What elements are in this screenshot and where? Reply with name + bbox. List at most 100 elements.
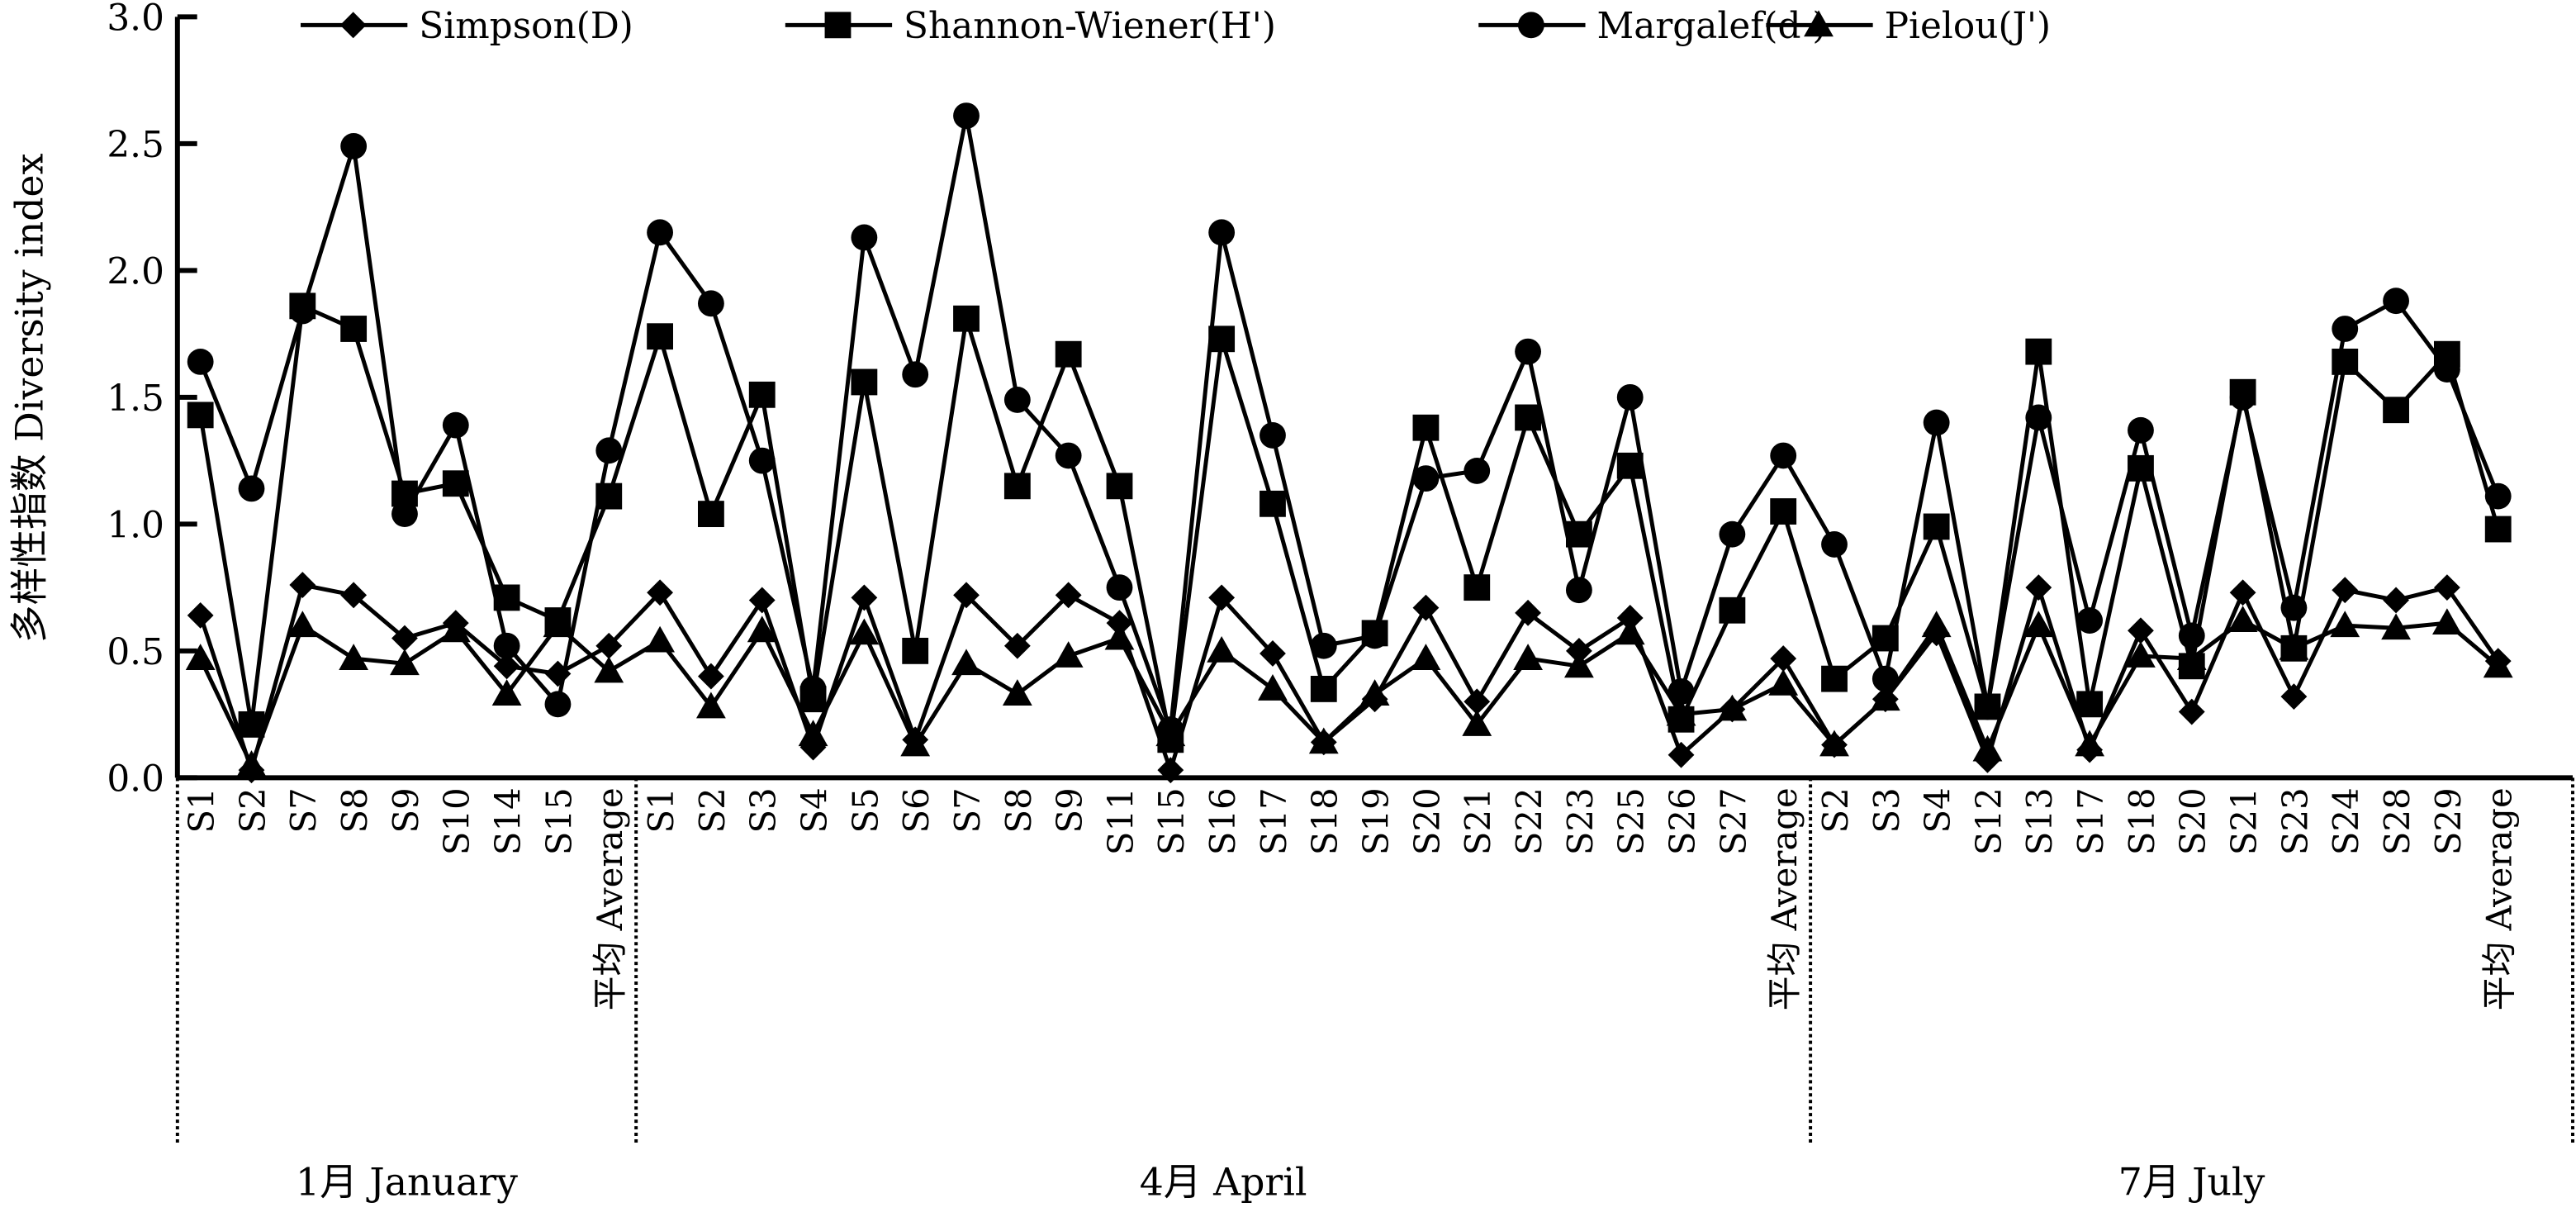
circle-marker xyxy=(2433,356,2460,383)
x-tick-label: S26 xyxy=(1662,787,1702,855)
square-marker xyxy=(1464,574,1491,601)
diamond-marker xyxy=(1770,645,1797,672)
square-marker xyxy=(1412,414,1440,441)
diamond-marker xyxy=(697,663,724,690)
triangle-marker xyxy=(1104,623,1135,650)
square-marker xyxy=(1821,665,1848,692)
x-tick-label: S8 xyxy=(334,787,375,833)
triangle-marker xyxy=(645,625,675,653)
circle-marker xyxy=(902,361,929,388)
triangle-marker xyxy=(2381,613,2411,640)
x-tick-label: S27 xyxy=(1713,787,1753,855)
circle-marker xyxy=(493,632,520,659)
triangle-marker xyxy=(1615,618,1645,645)
series-circle xyxy=(187,102,2512,743)
circle-marker xyxy=(1770,442,1797,469)
y-axis-label: 多样性指数 Diversity index xyxy=(8,153,52,643)
diamond-marker xyxy=(289,572,316,598)
x-tick-label: S2 xyxy=(692,787,733,833)
series-layer xyxy=(185,102,2513,784)
diamond-marker xyxy=(1412,594,1440,621)
triangle-marker xyxy=(1921,611,1952,638)
series-triangle xyxy=(185,606,2513,777)
triangle-marker xyxy=(1972,734,2003,762)
legend-label: Pielou(J') xyxy=(1885,5,2052,47)
circle-marker xyxy=(1361,622,1388,649)
x-tick-label: S7 xyxy=(947,787,988,833)
diamond-marker xyxy=(1106,610,1133,637)
square-marker xyxy=(1310,676,1337,702)
triangle-marker xyxy=(951,649,981,676)
circle-marker xyxy=(953,102,980,130)
y-tick-label: 2.0 xyxy=(107,250,164,292)
circle-marker xyxy=(1412,465,1440,492)
diamond-marker xyxy=(2025,574,2052,601)
circle-marker xyxy=(647,219,673,246)
diamond-marker xyxy=(2383,587,2409,614)
x-tick-label: S10 xyxy=(437,787,477,855)
diamond-marker xyxy=(187,601,214,629)
square-marker xyxy=(851,368,878,396)
circle-marker xyxy=(2484,482,2512,510)
circle-marker xyxy=(1055,442,1082,469)
circle-marker xyxy=(2280,594,2308,621)
x-tick-label: S20 xyxy=(2173,787,2213,855)
series-line xyxy=(198,618,2500,771)
triangle-marker xyxy=(1155,720,1186,747)
circle-marker xyxy=(442,411,469,439)
square-marker xyxy=(748,381,776,408)
triangle-marker xyxy=(339,644,369,671)
diamond-marker xyxy=(1260,640,1286,667)
circle-marker xyxy=(1003,387,1031,413)
x-tick-label: S6 xyxy=(896,787,937,833)
triangle-marker xyxy=(1258,674,1288,701)
triangle-marker xyxy=(1819,730,1849,757)
y-tick-label: 0.5 xyxy=(107,631,164,673)
x-tick-label: S2 xyxy=(232,787,273,833)
circle-marker xyxy=(697,290,724,317)
square-marker xyxy=(647,323,673,350)
x-tick-label: S12 xyxy=(1968,787,2009,855)
triangle-marker xyxy=(1513,644,1543,671)
axes: 0.00.51.01.52.02.53.0S1 S2 S7 S8 S9 S10 S14 S15… xyxy=(107,0,2575,1205)
circle-marker xyxy=(1517,12,1544,39)
triangle-marker xyxy=(2075,730,2105,757)
triangle-marker xyxy=(696,692,726,719)
circle-marker xyxy=(1872,665,1899,692)
circle-marker xyxy=(2383,288,2409,315)
x-tick-label: S7 xyxy=(283,787,324,833)
circle-marker xyxy=(289,297,316,325)
square-marker xyxy=(2383,397,2409,424)
square-marker xyxy=(1719,596,1746,624)
x-tick-label: S1 xyxy=(641,787,681,833)
circle-marker xyxy=(1310,632,1337,659)
circle-marker xyxy=(238,475,265,502)
circle-marker xyxy=(1923,409,1950,436)
x-tick-label: S3 xyxy=(743,787,784,833)
x-tick-label: S17 xyxy=(2071,787,2111,855)
x-tick-label: S8 xyxy=(999,787,1039,833)
triangle-marker xyxy=(747,616,777,643)
legend: Simpson(D) Shannon-Wiener(H') Margalef(d )… xyxy=(301,5,2051,47)
y-tick-label: 2.5 xyxy=(107,124,164,166)
circle-marker xyxy=(1668,678,1695,705)
x-tick-label: S16 xyxy=(1203,787,1243,855)
triangle-marker xyxy=(1804,10,1834,37)
triangle-marker xyxy=(2023,611,2054,638)
square-marker xyxy=(902,637,929,664)
triangle-marker xyxy=(594,656,624,683)
square-marker xyxy=(2076,691,2104,718)
x-tick-label: S4 xyxy=(1918,787,1958,833)
circle-marker xyxy=(2332,316,2359,342)
triangle-marker xyxy=(236,750,267,777)
triangle-marker xyxy=(491,679,522,706)
x-tick-label: S21 xyxy=(1458,787,1498,855)
triangle-marker xyxy=(1207,635,1237,663)
circle-marker xyxy=(1464,457,1491,484)
triangle-marker xyxy=(390,649,420,676)
square-marker xyxy=(2025,338,2052,365)
group-label: 7月 July xyxy=(2118,1161,2265,1205)
triangle-marker xyxy=(1870,684,1900,711)
diamond-marker xyxy=(2178,698,2205,725)
